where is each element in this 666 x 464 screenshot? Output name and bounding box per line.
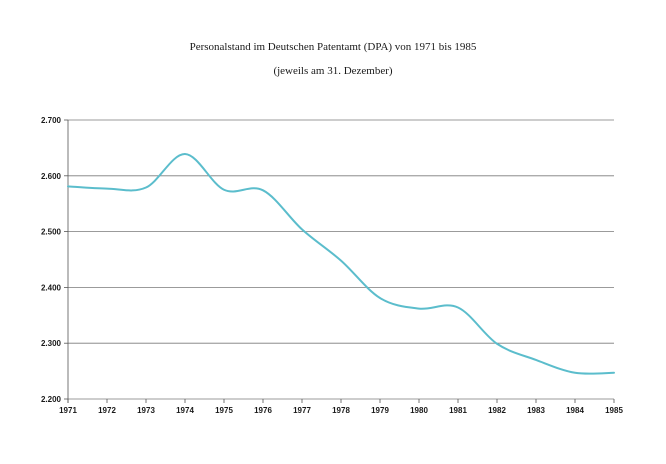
- chart-subtitle: (jeweils am 31. Dezember): [273, 65, 392, 77]
- x-tick-label: 1985: [605, 406, 623, 415]
- x-axis-ticks: 1971 1972 1973 1974 1975 1976 1977 1978 1979 1980…: [59, 406, 623, 415]
- y-tick-label: 2.500: [41, 228, 62, 237]
- y-tick-label: 2.400: [41, 283, 62, 292]
- x-tick-label: 1983: [527, 406, 545, 415]
- x-tick-label: 1980: [410, 406, 428, 415]
- data-point: [183, 152, 187, 156]
- data-point: [417, 307, 421, 311]
- axes: [64, 119, 615, 403]
- x-tick-label: 1976: [254, 406, 272, 415]
- data-point: [261, 188, 265, 192]
- series-line: [67, 153, 615, 375]
- x-tick-label: 1974: [176, 406, 194, 415]
- y-tick-label: 2.200: [41, 395, 62, 404]
- x-tick-label: 1984: [566, 406, 584, 415]
- x-tick-label: 1972: [98, 406, 116, 415]
- chart-title: Personalstand im Deutschen Patentamt (DP…: [190, 41, 477, 53]
- data-point: [456, 305, 460, 309]
- series-personalstand: [67, 153, 615, 375]
- x-tick-label: 1973: [137, 406, 155, 415]
- y-axis-ticks: 2.200 2.300 2.400 2.500 2.600 2.700: [41, 116, 62, 404]
- x-tick-label: 1977: [293, 406, 311, 415]
- data-point: [495, 342, 499, 346]
- x-tick-label: 1978: [332, 406, 350, 415]
- data-point: [105, 187, 109, 191]
- x-tick-label: 1971: [59, 406, 77, 415]
- data-point: [144, 186, 148, 190]
- x-tick-label: 1979: [371, 406, 389, 415]
- x-tick-label: 1981: [449, 406, 467, 415]
- data-point: [222, 188, 226, 192]
- y-tick-label: 2.300: [41, 339, 62, 348]
- y-tick-label: 2.600: [41, 172, 62, 181]
- y-tick-label: 2.700: [41, 116, 62, 125]
- x-tick-label: 1975: [215, 406, 233, 415]
- data-point: [573, 371, 577, 375]
- data-point: [378, 296, 382, 300]
- data-point: [534, 358, 538, 362]
- data-point: [66, 184, 70, 188]
- x-tick-label: 1982: [488, 406, 506, 415]
- data-point: [612, 371, 616, 375]
- data-point: [300, 227, 304, 231]
- data-point: [339, 259, 343, 263]
